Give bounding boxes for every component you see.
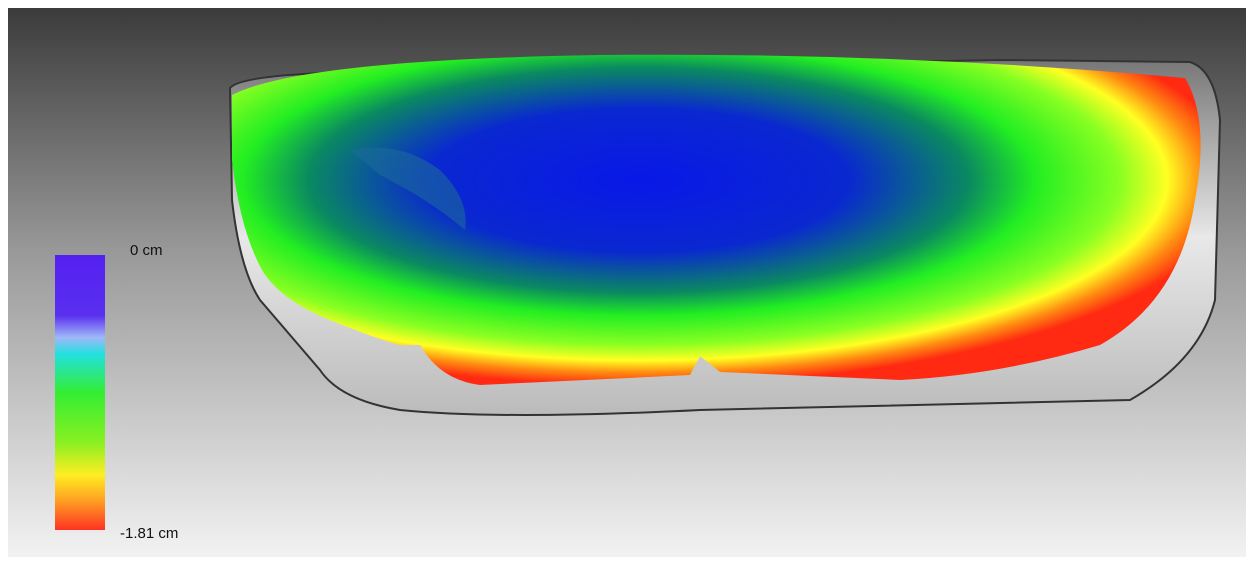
- page: {"legend": {"top_label": "0 cm", "bottom…: [0, 0, 1254, 565]
- scale-top-label: 0 cm: [130, 242, 163, 259]
- color-scale: [55, 255, 105, 530]
- scan-view: 0 cm -1.81 cm: [0, 0, 1254, 565]
- scale-bottom-label: -1.81 cm: [120, 525, 178, 542]
- depth-map: [232, 55, 1201, 385]
